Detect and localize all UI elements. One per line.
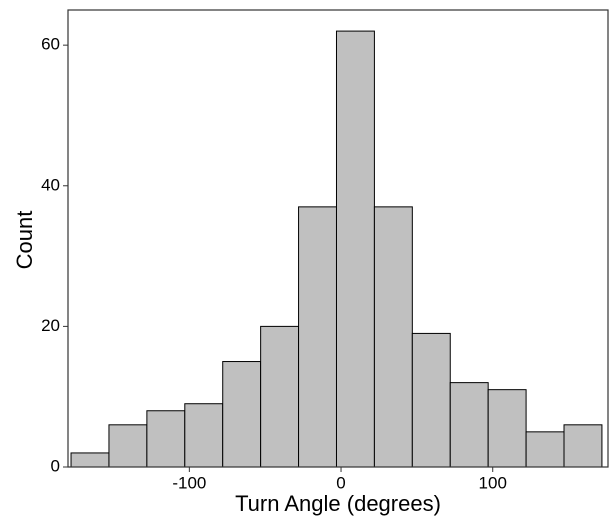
bar: [108, 424, 148, 468]
bar: [335, 30, 375, 468]
bar: [525, 431, 565, 468]
bar: [487, 389, 527, 468]
y-tick-label: 60: [41, 35, 60, 54]
bar: [70, 452, 110, 468]
bar: [146, 410, 186, 468]
bar: [563, 424, 603, 468]
y-tick-label: 40: [41, 175, 60, 194]
y-tick-label: 20: [41, 316, 60, 335]
y-tick-label: 0: [51, 456, 60, 475]
bar: [298, 206, 337, 468]
bar: [449, 382, 489, 468]
y-axis-title: Count: [12, 211, 37, 270]
x-tick-label: -100: [172, 473, 206, 492]
bar: [411, 332, 451, 468]
plot-border: [67, 9, 609, 468]
bar: [222, 361, 262, 468]
x-axis-title: Turn Angle (degrees): [235, 491, 441, 516]
bar: [260, 325, 300, 468]
x-tick-label: 0: [336, 473, 345, 492]
bar: [184, 403, 224, 468]
bar: [373, 206, 413, 468]
x-tick-label: 100: [479, 473, 507, 492]
